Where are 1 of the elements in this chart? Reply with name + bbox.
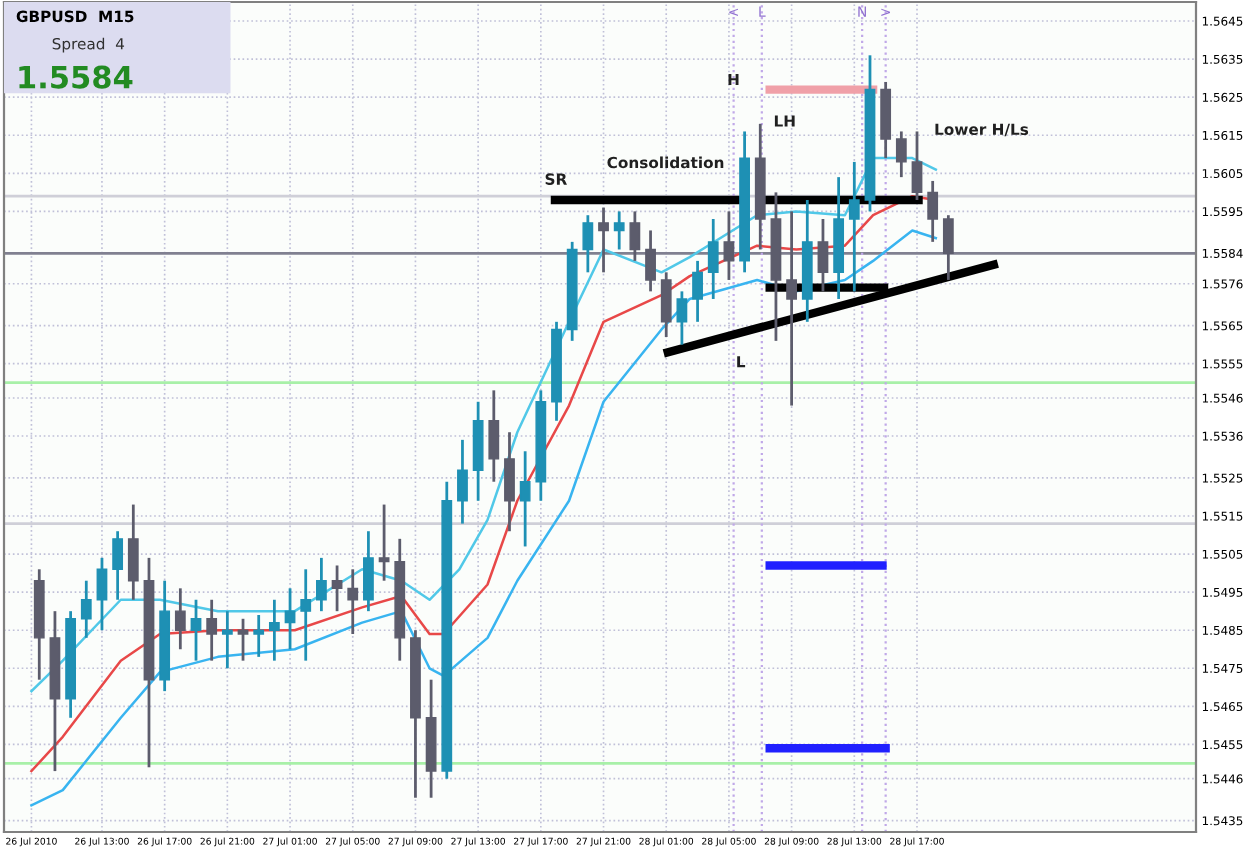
annotation: 1.5584 bbox=[19, 65, 133, 89]
